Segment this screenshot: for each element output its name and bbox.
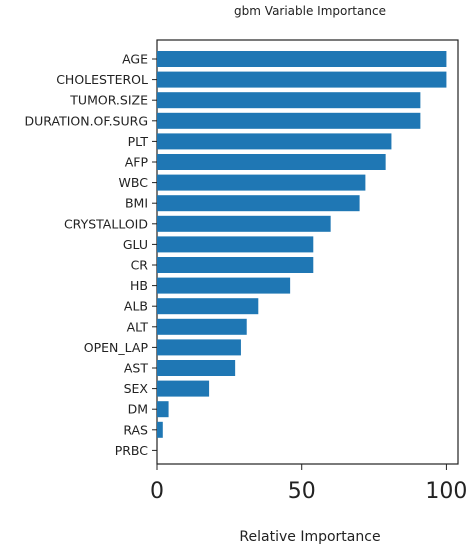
y-tick-label-alt: ALT <box>127 319 149 334</box>
bar-age <box>157 51 447 67</box>
bar-open-lap <box>157 339 241 356</box>
bar-hb <box>157 277 291 294</box>
x-tick-label-100: 100 <box>425 479 467 504</box>
y-tick-label-afp: AFP <box>125 155 149 170</box>
bar-duration-of-surg <box>157 112 421 129</box>
y-tick-label-age: AGE <box>122 52 148 67</box>
y-tick-label-crystalloid: CRYSTALLOID <box>64 216 148 231</box>
y-tick-label-duration-of-surg: DURATION.OF.SURG <box>25 113 148 128</box>
bar-dm <box>157 401 169 418</box>
y-tick-label-ast: AST <box>124 361 148 376</box>
x-axis-label: Relative Importance <box>239 529 380 545</box>
bar-sex <box>157 380 210 397</box>
y-tick-label-glu: GLU <box>123 237 148 252</box>
x-ticks: 0 50 100 <box>150 464 467 504</box>
bar-tumor-size <box>157 92 421 109</box>
y-tick-label-prbc: PRBC <box>115 443 149 458</box>
bar-ras <box>157 421 163 438</box>
bar-cholesterol <box>157 71 447 88</box>
bar-plt <box>157 133 392 150</box>
bar-crystalloid <box>157 215 331 232</box>
y-tick-label-tumor-size: TUMOR.SIZE <box>69 93 148 108</box>
y-tick-label-alb: ALB <box>124 299 148 314</box>
y-tick-label-dm: DM <box>128 402 148 417</box>
bar-wbc <box>157 174 366 191</box>
y-tick-label-open-lap: OPEN_LAP <box>84 340 149 355</box>
bar-alt <box>157 318 247 335</box>
bars-group <box>157 51 447 438</box>
y-tick-label-plt: PLT <box>128 134 149 149</box>
bar-cr <box>157 257 314 273</box>
chart-title: gbm Variable Importance <box>234 4 386 18</box>
x-tick-label-50: 50 <box>288 479 316 504</box>
y-tick-label-hb: HB <box>130 278 148 293</box>
bar-ast <box>157 360 236 376</box>
bar-bmi <box>157 195 360 212</box>
y-tick-labels: AGE CHOLESTEROL TUMOR.SIZE DURATION.OF.SURG… <box>25 52 157 458</box>
bar-afp <box>157 154 386 170</box>
y-tick-label-bmi: BMI <box>125 196 148 211</box>
x-tick-label-0: 0 <box>150 479 164 504</box>
y-tick-label-cholesterol: CHOLESTEROL <box>56 72 148 87</box>
y-tick-label-cr: CR <box>131 258 149 273</box>
y-tick-label-sex: SEX <box>124 381 149 396</box>
y-tick-label-wbc: WBC <box>119 175 149 190</box>
bar-glu <box>157 236 314 253</box>
bar-alb <box>157 298 259 315</box>
y-tick-label-ras: RAS <box>123 422 148 437</box>
